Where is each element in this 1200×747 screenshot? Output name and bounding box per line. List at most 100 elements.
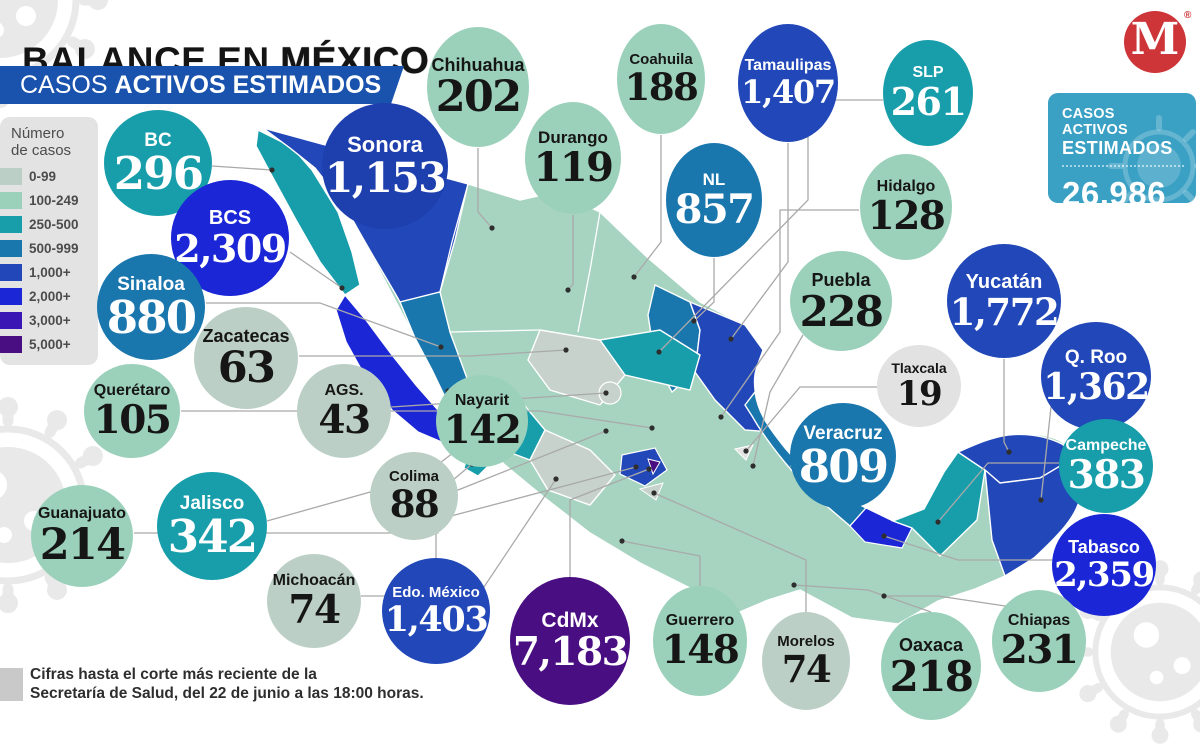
- state-name: Zacatecas: [202, 326, 290, 347]
- leader-dot-hidalgo: [718, 414, 724, 420]
- state-shape-cdmx: [647, 458, 661, 476]
- leader-line-bcs: [289, 251, 343, 289]
- state-value: 128: [867, 192, 946, 239]
- state-value: 1,407: [741, 73, 836, 112]
- legend-label: 3,000+: [29, 312, 71, 328]
- leader-dot-edomex: [633, 464, 639, 470]
- leader-line-yucatan: [1003, 359, 1010, 453]
- state-value: 383: [1067, 451, 1146, 498]
- state-name: Tlaxcala: [891, 360, 947, 377]
- state-value: 1,772: [949, 289, 1060, 334]
- state-shape-morelos: [638, 482, 664, 501]
- state-bubble-hidalgo: Hidalgo 128: [860, 154, 952, 260]
- state-value: 105: [93, 396, 172, 443]
- state-bubble-oaxaca: Oaxaca 218: [881, 612, 981, 720]
- leader-line-coahuila: [633, 135, 662, 278]
- leader-line-slp: [658, 99, 883, 353]
- leader-dot-chiapas: [881, 593, 887, 599]
- legend-label: 250-500: [29, 216, 79, 232]
- state-name: CdMx: [541, 609, 599, 633]
- state-bubble-queretaro: Querétaro 105: [84, 364, 180, 458]
- subtitle-banner: CASOS ACTIVOS ESTIMADOS: [0, 66, 404, 104]
- legend-label: 100-249: [29, 192, 79, 208]
- banner-light: CASOS: [20, 70, 108, 99]
- legend-label: 500-999: [29, 240, 79, 256]
- state-shape-slp: [598, 329, 701, 391]
- state-value: 1,403: [384, 599, 489, 641]
- state-name: BC: [144, 129, 172, 151]
- state-name: Coahuila: [629, 51, 693, 69]
- state-value: 214: [39, 520, 126, 571]
- legend-item-100-249: 100-249: [0, 191, 98, 209]
- state-bubble-morelos: Morelos 74: [762, 612, 850, 710]
- state-bubble-qroo: Q. Roo 1,362: [1041, 322, 1151, 430]
- state-bubble-michoacan: Michoacán 74: [267, 554, 361, 648]
- state-value: 7,183: [512, 629, 629, 676]
- state-bubble-slp: SLP 261: [883, 40, 973, 146]
- state-name: BCS: [208, 207, 252, 230]
- legend-title-line1: Número: [11, 125, 65, 142]
- state-bubble-chihuahua: Chihuahua 202: [427, 27, 529, 147]
- leader-dot-guanajuato: [603, 428, 609, 434]
- state-bubble-yucatan: Yucatán 1,772: [947, 244, 1061, 358]
- legend-item-1000: 1,000+: [0, 263, 98, 281]
- state-border-line: [577, 211, 601, 333]
- leader-dot-bc: [269, 167, 275, 173]
- leader-dot-michoacan: [553, 476, 559, 482]
- leader-dot-tabasco: [881, 533, 887, 539]
- state-bubble-chiapas: Chiapas 231: [992, 590, 1086, 692]
- state-value: 188: [624, 65, 699, 110]
- state-value: 342: [167, 509, 258, 563]
- state-name: Chiapas: [1007, 611, 1071, 629]
- leader-dot-ags: [603, 390, 609, 396]
- state-bubble-sinaloa: Sinaloa 880: [97, 254, 205, 360]
- footnote-line1: Cifras hasta el corte más reciente de la: [30, 666, 317, 683]
- leader-dot-cdmx: [646, 466, 652, 472]
- leader-dot-yucatan: [1006, 449, 1012, 455]
- total-box-line2: ESTIMADOS: [1062, 138, 1173, 158]
- leader-line-puebla: [752, 334, 804, 467]
- leader-line-chiapas: [884, 595, 1013, 608]
- state-name: Veracruz: [803, 422, 883, 444]
- state-name: Oaxaca: [898, 634, 964, 655]
- state-value: 1,362: [1043, 365, 1150, 408]
- state-name: Tamaulipas: [744, 57, 832, 75]
- state-name: Yucatán: [965, 270, 1043, 293]
- state-value: 119: [533, 144, 614, 191]
- leader-dot-puebla: [750, 463, 756, 469]
- legend-item-0-99: 0-99: [0, 167, 98, 185]
- leader-dot-oaxaca: [791, 582, 797, 588]
- leader-line-tabasco: [883, 535, 1052, 561]
- state-name: Michoacán: [272, 571, 356, 589]
- state-value: 296: [113, 146, 204, 200]
- state-name: Sinaloa: [117, 273, 185, 295]
- state-name: SLP: [912, 64, 944, 82]
- banner-bold: ACTIVOS ESTIMADOS: [114, 70, 382, 99]
- state-name: Querétaro: [93, 381, 171, 399]
- state-value: 148: [661, 626, 740, 673]
- leader-line-morelos: [653, 492, 807, 612]
- legend-title: Número de casos: [0, 125, 98, 160]
- state-name: Durango: [538, 128, 608, 147]
- legend-item-2000: 2,000+: [0, 287, 98, 305]
- leader-line-hidalgo: [720, 209, 859, 418]
- state-border-line: [449, 329, 541, 333]
- state-bubble-guerrero: Guerrero 148: [653, 586, 747, 696]
- legend-swatch: [0, 263, 22, 281]
- state-value: 63: [217, 343, 276, 394]
- state-value: 88: [389, 482, 440, 527]
- state-bubble-tabasco: Tabasco 2,359: [1052, 514, 1156, 616]
- state-value: 74: [288, 586, 341, 633]
- state-value: 74: [781, 647, 832, 692]
- state-name: Nayarit: [454, 391, 510, 409]
- state-bubble-colima: Colima 88: [370, 452, 458, 540]
- state-name: Morelos: [777, 633, 835, 651]
- leader-line-qroo: [1040, 406, 1052, 501]
- footnote: Cifras hasta el corte más reciente de la…: [30, 665, 590, 704]
- state-value: 19: [896, 374, 943, 415]
- state-value: 142: [443, 406, 522, 453]
- state-value: 202: [435, 72, 522, 123]
- state-bubble-nl: NL 857: [666, 143, 762, 257]
- legend-swatch: [0, 311, 22, 329]
- state-bubble-jalisco: Jalisco 342: [157, 472, 267, 580]
